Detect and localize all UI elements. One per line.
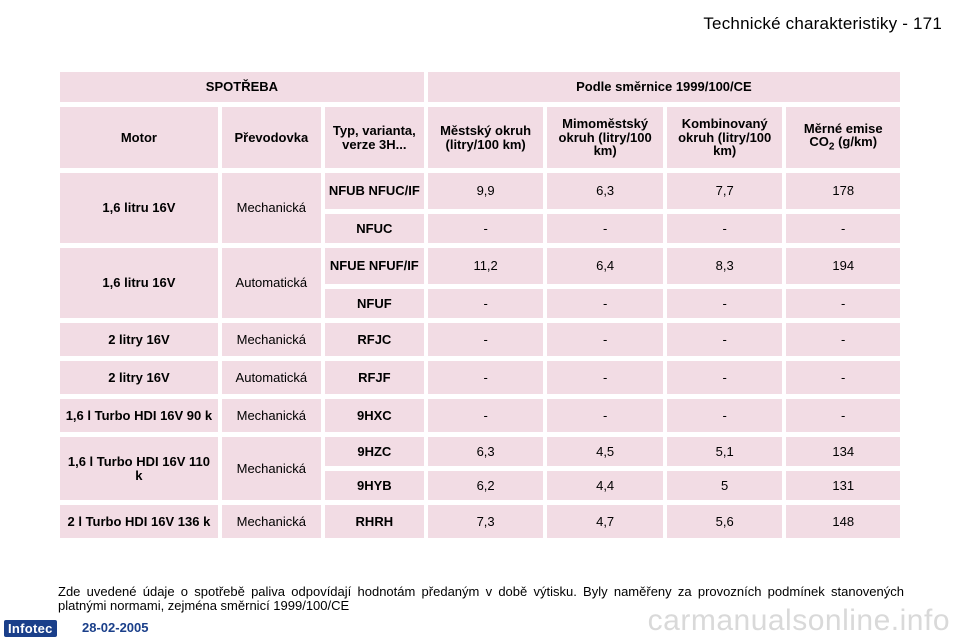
table-row: 9HYB 6,2 4,4 5 131 bbox=[60, 471, 900, 500]
table-row: 1,6 litru 16V Mechanická NFUB NFUC/IF 9,… bbox=[60, 173, 900, 243]
motor-cell: 2 l Turbo HDI 16V 136 k bbox=[60, 505, 218, 538]
group-header-directive: Podle směrnice 1999/100/CE bbox=[427, 72, 900, 102]
table-row: 2 litry 16V Automatická RFJF - - - - bbox=[60, 361, 900, 394]
column-header-extra-urban: Mimoměstský okruh (litry/100 km) bbox=[547, 107, 663, 168]
extra-urban-cell: 6,4 bbox=[547, 248, 663, 284]
gearbox-cell: Mechanická bbox=[221, 505, 321, 538]
urban-cell: 9,9 bbox=[427, 173, 544, 209]
infotec-logo: Infotec bbox=[4, 620, 57, 637]
column-header-gearbox: Převodovka bbox=[221, 107, 321, 168]
motor-cell: 1,6 litru 16V bbox=[60, 173, 218, 243]
type-code-cell: RFJF bbox=[324, 361, 424, 394]
extra-urban-cell: - bbox=[547, 289, 663, 318]
type-code-cell: 9HYB bbox=[324, 471, 424, 500]
gearbox-cell: Mechanická bbox=[221, 323, 321, 356]
gearbox-cell: Automatická bbox=[221, 361, 321, 394]
extra-urban-cell: - bbox=[547, 399, 663, 432]
column-header-type: Typ, varianta, verze 3H... bbox=[324, 107, 424, 168]
column-header-co2: Měrné emise CO2 (g/km) bbox=[786, 107, 900, 168]
combined-cell: - bbox=[666, 361, 783, 394]
urban-cell: - bbox=[427, 323, 544, 356]
urban-cell: 7,3 bbox=[427, 505, 544, 538]
type-code-cell: NFUF bbox=[324, 289, 424, 318]
gearbox-cell: Mechanická bbox=[221, 173, 321, 243]
type-code-cell: NFUE NFUF/IF bbox=[324, 248, 424, 284]
extra-urban-cell: 4,7 bbox=[547, 505, 663, 538]
type-code-cell: RHRH bbox=[324, 505, 424, 538]
co2-cell: - bbox=[786, 323, 900, 356]
type-code-cell: NFUC bbox=[324, 214, 424, 243]
co2-header-prefix: Měrné emise CO bbox=[803, 120, 883, 150]
motor-cell: 2 litry 16V bbox=[60, 361, 218, 394]
table-row: 1,6 l Turbo HDI 16V 90 k Mechanická 9HXC… bbox=[60, 399, 900, 432]
combined-cell: - bbox=[666, 214, 783, 243]
extra-urban-cell: - bbox=[547, 361, 663, 394]
co2-header-subscript: 2 bbox=[828, 141, 835, 153]
combined-cell: 7,7 bbox=[666, 173, 783, 209]
co2-header-suffix: (g/km) bbox=[838, 134, 878, 150]
table-row: 2 l Turbo HDI 16V 136 k Mechanická RHRH … bbox=[60, 505, 900, 538]
co2-cell: 134 bbox=[786, 437, 900, 466]
urban-cell: - bbox=[427, 214, 544, 243]
co2-cell: 131 bbox=[786, 471, 900, 500]
page-title: Technické charakteristiky - 171 bbox=[703, 14, 942, 33]
table-row: NFUF - - - - bbox=[60, 289, 900, 318]
type-code-cell: 9HZC bbox=[324, 437, 424, 466]
co2-cell: 148 bbox=[786, 505, 900, 538]
urban-cell: - bbox=[427, 289, 544, 318]
group-header-consumption: SPOTŘEBA bbox=[60, 72, 424, 102]
co2-cell: - bbox=[786, 289, 900, 318]
motor-cell: 2 litry 16V bbox=[60, 323, 218, 356]
column-header-motor: Motor bbox=[60, 107, 218, 168]
gearbox-cell: Mechanická bbox=[221, 437, 321, 500]
combined-cell: 5 bbox=[666, 471, 783, 500]
extra-urban-cell: 4,5 bbox=[547, 437, 663, 466]
combined-cell: 5,6 bbox=[666, 505, 783, 538]
urban-cell: 6,2 bbox=[427, 471, 544, 500]
co2-cell: - bbox=[786, 399, 900, 432]
urban-cell: - bbox=[427, 399, 544, 432]
co2-cell: - bbox=[786, 361, 900, 394]
column-header-combined: Kombinovaný okruh (litry/100 km) bbox=[666, 107, 783, 168]
table-row: 2 litry 16V Mechanická RFJC - - - - bbox=[60, 323, 900, 356]
combined-cell: - bbox=[666, 289, 783, 318]
combined-cell: - bbox=[666, 399, 783, 432]
type-code-cell: 9HXC bbox=[324, 399, 424, 432]
print-date: 28-02-2005 bbox=[82, 620, 149, 635]
table-row: NFUC - - - - bbox=[60, 214, 900, 243]
table-row: 1,6 litru 16V Automatická NFUE NFUF/IF 1… bbox=[60, 248, 900, 318]
extra-urban-cell: 6,3 bbox=[547, 173, 663, 209]
motor-cell: 1,6 l Turbo HDI 16V 90 k bbox=[60, 399, 218, 432]
co2-cell: 178 bbox=[786, 173, 900, 209]
footnote: Zde uvedené údaje o spotřebě paliva odpo… bbox=[58, 584, 904, 613]
extra-urban-cell: - bbox=[547, 214, 663, 243]
co2-cell: 194 bbox=[786, 248, 900, 284]
extra-urban-cell: - bbox=[547, 323, 663, 356]
extra-urban-cell: 4,4 bbox=[547, 471, 663, 500]
combined-cell: 8,3 bbox=[666, 248, 783, 284]
gearbox-cell: Mechanická bbox=[221, 399, 321, 432]
motor-cell: 1,6 litru 16V bbox=[60, 248, 218, 318]
motor-cell: 1,6 l Turbo HDI 16V 110 k bbox=[60, 437, 218, 500]
combined-cell: - bbox=[666, 323, 783, 356]
urban-cell: 6,3 bbox=[427, 437, 544, 466]
gearbox-cell: Automatická bbox=[221, 248, 321, 318]
type-code-cell: NFUB NFUC/IF bbox=[324, 173, 424, 209]
co2-cell: - bbox=[786, 214, 900, 243]
urban-cell: - bbox=[427, 361, 544, 394]
consumption-table: SPOTŘEBA Podle směrnice 1999/100/CE Moto… bbox=[56, 67, 904, 543]
watermark: carmanualsonline.info bbox=[647, 604, 950, 637]
combined-cell: 5,1 bbox=[666, 437, 783, 466]
column-header-urban: Městský okruh (litry/100 km) bbox=[427, 107, 544, 168]
urban-cell: 11,2 bbox=[427, 248, 544, 284]
table-row: 1,6 l Turbo HDI 16V 110 k Mechanická 9HZ… bbox=[60, 437, 900, 500]
type-code-cell: RFJC bbox=[324, 323, 424, 356]
